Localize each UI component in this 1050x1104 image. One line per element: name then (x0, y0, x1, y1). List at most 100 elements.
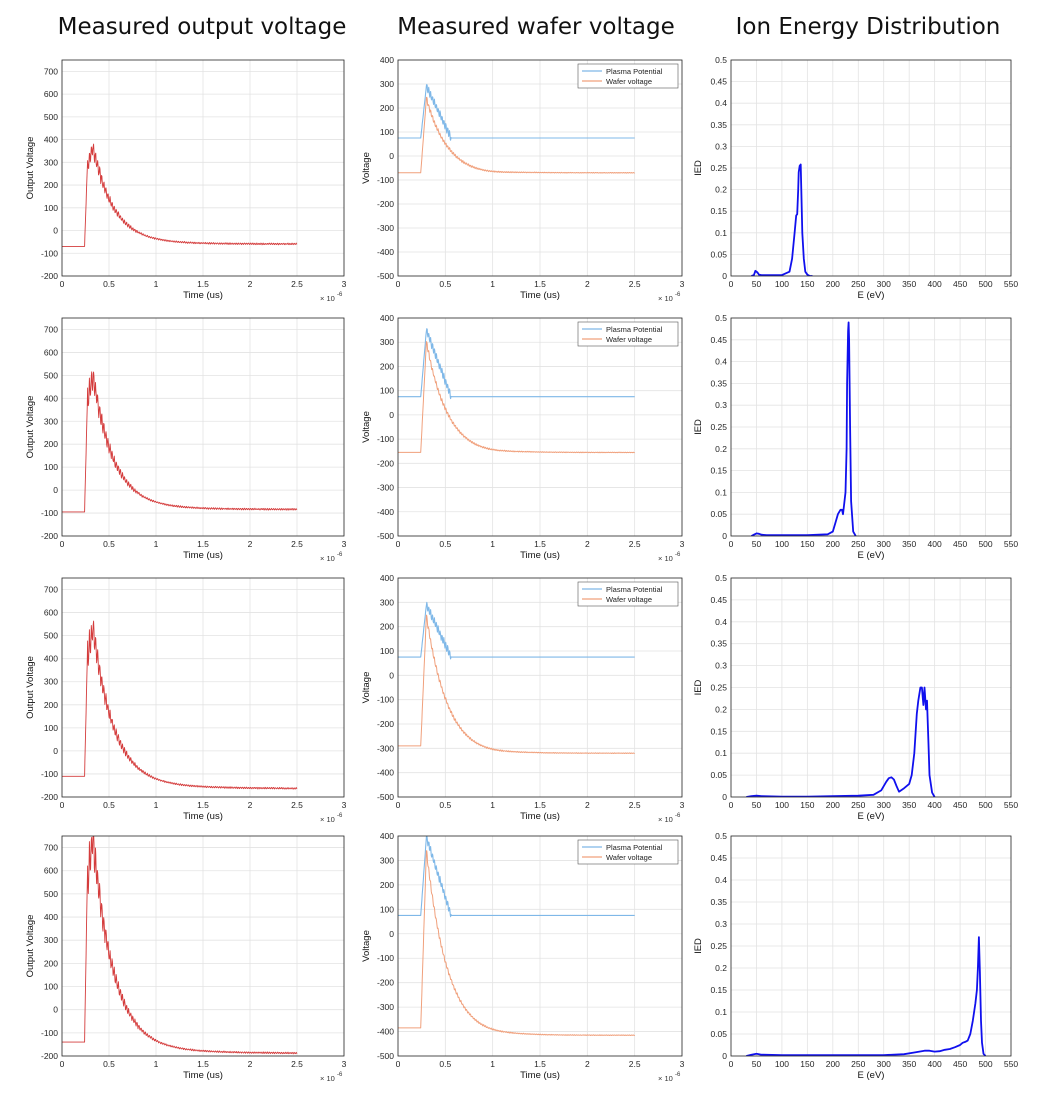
x-exponent-label: × 10 (658, 294, 673, 303)
x-tick-label: 2.5 (291, 1059, 303, 1069)
x-tick-label: 1.5 (534, 800, 546, 810)
axes-box (397, 59, 683, 277)
x-tick-label: 2 (585, 279, 590, 289)
y-axis-label: Voltage (361, 152, 372, 184)
legend-box (577, 839, 679, 865)
y-tick-label: -200 (41, 531, 58, 541)
series-group (398, 328, 636, 454)
y-tick-label: 0 (722, 1051, 727, 1061)
y-tick-label: 0.5 (715, 55, 727, 65)
chart-panel-r2c1: 0 0.5 1 1.5 2 2.5 3 -200 -100 0 100 200 300 400 500 600… (25, 317, 347, 563)
y-tick-label: 200 (44, 180, 58, 190)
y-tick-label: 0.35 (710, 897, 727, 907)
x-tick-label: 2 (248, 1059, 253, 1069)
plasma-potential-line (398, 836, 635, 918)
chart-panel-r1c3: 0 50 100 150 200 250 300 350 400 450 500 550 0 0.05 0.… (693, 55, 1018, 301)
x-axis-label: Time (us) (520, 290, 560, 301)
y-tick-label: 500 (44, 370, 58, 380)
y-tick-label: 600 (44, 347, 58, 357)
y-tick-label: 0.15 (710, 726, 727, 736)
y-tick-label: -100 (41, 769, 58, 779)
chart-panel-r2c2: 0 0.5 1 1.5 2 2.5 3 -500 -400 -300 -200 -100 0 100 200… (361, 313, 685, 563)
chart-panel-r2c3: 0 50 100 150 200 250 300 350 400 450 500 550 0 0.05 0.… (693, 313, 1018, 561)
y-tick-label: 0.25 (710, 163, 727, 173)
x-tick-label: 0 (60, 800, 65, 810)
y-tick-label: 0.45 (710, 853, 727, 863)
x-tick-label: 50 (752, 539, 762, 549)
plasma-potential-line (398, 328, 635, 400)
legend-entry: Plasma Potential (606, 67, 663, 76)
chart-panel-r3c1: 0 0.5 1 1.5 2 2.5 3 -200 -100 0 100 200 300 400 500 600… (25, 577, 347, 824)
legend-box (577, 63, 679, 89)
y-tick-label: 0.15 (710, 466, 727, 476)
x-tick-label: 150 (800, 1059, 814, 1069)
x-tick-label: 0.5 (439, 800, 451, 810)
x-tick-label: 0 (396, 1059, 401, 1069)
y-tick-label: 0.45 (710, 77, 727, 87)
axes-box (397, 835, 683, 1057)
y-tick-label: 0.35 (710, 378, 727, 388)
y-axis-label: Voltage (361, 930, 372, 962)
legend-box (577, 321, 679, 347)
y-tick-label: 0.2 (715, 704, 727, 714)
y-tick-label: -200 (377, 978, 394, 988)
x-tick-label: 1 (154, 800, 159, 810)
y-tick-label: -100 (377, 175, 394, 185)
x-tick-label: 3 (680, 539, 685, 549)
y-tick-label: 600 (44, 866, 58, 876)
x-tick-label: 450 (953, 1059, 967, 1069)
legend-entry: Wafer voltage (606, 853, 652, 862)
series-group (398, 83, 635, 174)
wafer-voltage-line (398, 850, 636, 1036)
x-axis-label: Time (us) (183, 1070, 223, 1081)
x-tick-label: 400 (928, 1059, 942, 1069)
y-tick-label: 400 (44, 654, 58, 664)
y-tick-label: 200 (380, 103, 394, 113)
y-axis-label: Output Voltage (25, 656, 36, 719)
x-tick-label: 400 (928, 539, 942, 549)
x-tick-label: 500 (978, 1059, 992, 1069)
legend-entry: Wafer voltage (606, 77, 652, 86)
x-tick-label: 2 (248, 279, 253, 289)
x-tick-label: 0 (60, 279, 65, 289)
y-tick-label: 0 (53, 226, 58, 236)
y-tick-label: 0.35 (710, 120, 727, 130)
series-group (62, 836, 298, 1055)
y-tick-label: 100 (380, 386, 394, 396)
x-tick-label: 3 (680, 279, 685, 289)
y-tick-label: -100 (377, 434, 394, 444)
legend-box (577, 581, 679, 607)
y-tick-label: 700 (44, 843, 58, 853)
y-axis-label: IED (693, 938, 704, 954)
wafer-voltage-line (398, 96, 635, 174)
y-tick-label: 100 (44, 982, 58, 992)
y-axis-label: IED (693, 679, 704, 695)
plasma-potential-line (398, 601, 635, 660)
series-group (750, 321, 857, 536)
x-tick-label: 350 (902, 279, 916, 289)
y-tick-label: 700 (44, 585, 58, 595)
x-tick-label: 100 (775, 539, 789, 549)
axes-box (61, 317, 345, 537)
x-tick-label: 450 (953, 800, 967, 810)
y-axis-label: Output Voltage (25, 915, 36, 978)
x-tick-label: 2.5 (291, 279, 303, 289)
series-group (398, 601, 635, 754)
y-tick-label: -100 (41, 508, 58, 518)
x-tick-label: 150 (800, 800, 814, 810)
y-tick-label: -200 (377, 199, 394, 209)
x-axis-label: Time (us) (183, 811, 223, 822)
chart-panel-r1c2: 0 0.5 1 1.5 2 2.5 3 -500 -400 -300 -200 -100 0 100 200… (361, 55, 685, 303)
x-axis-label: Time (us) (183, 550, 223, 561)
y-tick-label: 300 (380, 79, 394, 89)
y-tick-label: 0.2 (715, 185, 727, 195)
x-tick-label: 2.5 (629, 1059, 641, 1069)
x-tick-label: 0 (60, 1059, 65, 1069)
x-exponent-label: × 10 (658, 554, 673, 563)
y-tick-label: 0.45 (710, 595, 727, 605)
x-tick-label: 0.5 (103, 1059, 115, 1069)
y-tick-label: -300 (377, 1002, 394, 1012)
x-tick-label: 300 (877, 1059, 891, 1069)
y-tick-label: 100 (44, 462, 58, 472)
